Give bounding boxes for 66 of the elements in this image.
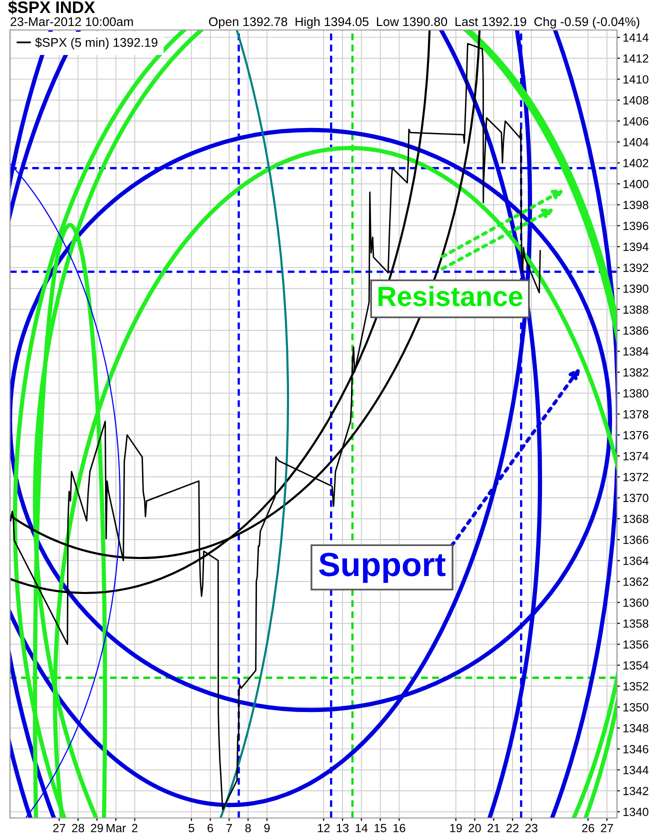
y-tick-label: 1404: [623, 138, 648, 146]
x-tick-label: 27: [600, 824, 613, 832]
y-tick-label: 1410: [623, 75, 648, 84]
y-tick-label: 1366: [623, 536, 648, 544]
x-tick-label: 13: [336, 824, 349, 832]
x-tick-label: 6: [208, 824, 214, 832]
y-tick-label: 1354: [623, 661, 648, 670]
y-tick-label: 1380: [623, 389, 648, 398]
y-tick-label: 1396: [623, 222, 648, 230]
y-tick-label: 1390: [623, 284, 648, 293]
y-tick-label: 1374: [623, 452, 648, 460]
y-tick-label: 1414: [623, 33, 648, 42]
x-tick-label: 15: [374, 824, 386, 832]
x-tick-label: 14: [356, 824, 368, 832]
annotation: Resistance: [378, 286, 522, 306]
y-tick-label: 1344: [623, 766, 648, 774]
x-tick-label: Mar: [106, 824, 126, 832]
y-tick-label: 1340: [623, 808, 648, 816]
y-tick-label: 1382: [623, 368, 648, 377]
y-tick-label: 1392: [623, 264, 648, 272]
x-tick-label: 16: [394, 824, 406, 832]
y-tick-label: 1362: [623, 578, 648, 586]
x-tick-label: 19: [450, 824, 462, 832]
y-tick-label: 1406: [623, 117, 648, 126]
text: Open 1392.78 High 1394.05 Low 1390.80 Last 1392.19 Chg -0.59 (-0.04%): [209, 16, 640, 29]
y-tick-label: 1368: [623, 514, 648, 524]
y-tick-label: 1364: [623, 556, 648, 565]
chart-title: $SPX INDX: [8, 0, 95, 14]
x-tick-label: 26: [582, 824, 594, 832]
annotation: Support: [319, 552, 446, 583]
x-tick-label: 9: [264, 824, 270, 832]
x-tick-label: 7: [226, 824, 232, 832]
y-tick-label: 1412: [623, 54, 648, 63]
x-tick-label: 22: [506, 824, 518, 832]
y-tick-label: 1400: [623, 180, 648, 188]
y-tick-label: 1348: [623, 724, 648, 732]
x-tick-label: 21: [488, 824, 500, 832]
y-tick-label: 1398: [623, 200, 648, 210]
x-tick-label: 8: [245, 824, 251, 832]
y-tick-label: 1386: [623, 326, 648, 335]
x-tick-label: 28: [72, 824, 84, 832]
y-tick-label: 1372: [623, 472, 648, 482]
x-tick-label: 2: [132, 824, 138, 832]
y-tick-label: 1394: [623, 242, 648, 252]
y-tick-label: 1352: [623, 682, 648, 691]
y-tick-label: 1376: [623, 431, 648, 440]
y-tick-label: 1350: [623, 703, 648, 712]
x-tick-label: 12: [318, 824, 330, 832]
y-tick-label: 1378: [623, 410, 648, 418]
text: 23-Mar-2012 10:00am: [10, 17, 133, 26]
y-tick-label: 1408: [623, 96, 648, 105]
x-tick-label: 27: [53, 824, 66, 832]
y-tick-label: 1402: [623, 158, 648, 168]
y-tick-label: 1384: [623, 347, 648, 356]
x-tick-label: 23: [525, 824, 538, 832]
y-tick-label: 1388: [623, 305, 648, 314]
x-tick-label: 20: [468, 824, 481, 832]
y-tick-label: 1346: [623, 744, 648, 754]
y-tick-label: 1342: [623, 786, 648, 796]
y-tick-label: 1358: [623, 619, 648, 628]
y-tick-label: 1370: [623, 494, 648, 502]
x-tick-label: 29: [90, 824, 103, 832]
legend-label: $SPX (5 min) 1392.19: [35, 37, 158, 50]
x-tick-label: 5: [188, 824, 194, 832]
y-tick-label: 1360: [623, 598, 648, 607]
y-tick-label: 1356: [623, 640, 648, 649]
